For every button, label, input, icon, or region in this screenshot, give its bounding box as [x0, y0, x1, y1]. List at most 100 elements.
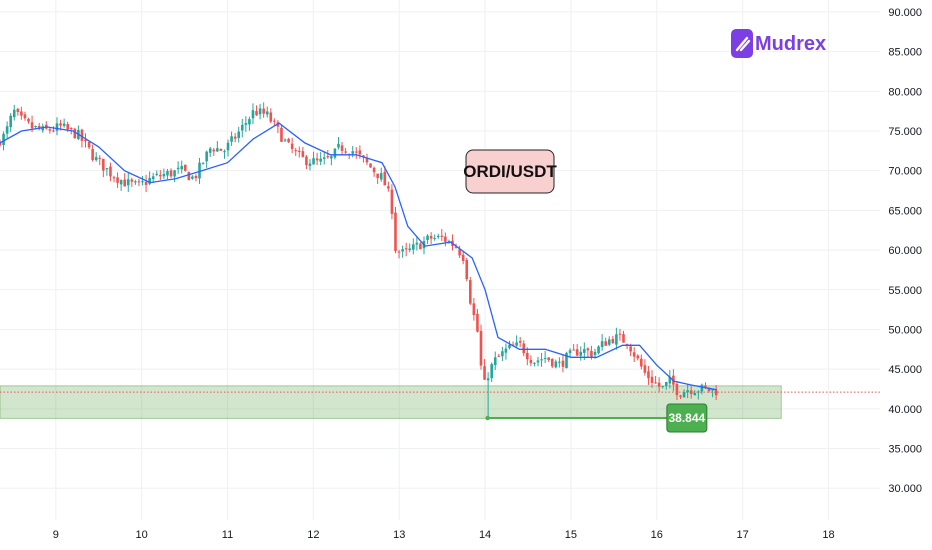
candle-body	[504, 348, 508, 353]
candle-body	[558, 361, 561, 363]
y-tick-label: 70.000	[888, 166, 922, 178]
low-marker[interactable]: 38.844	[485, 403, 708, 433]
y-tick-label: 50.000	[888, 324, 922, 336]
candle-body	[198, 162, 201, 179]
candle-body	[390, 189, 394, 214]
y-tick-label: 40.000	[888, 404, 922, 416]
candle-body	[543, 357, 547, 359]
x-axis: 9 10 11 12 13 14 15 16 17 18	[53, 529, 835, 541]
x-tick-label: 14	[479, 529, 491, 541]
candle-body	[515, 342, 518, 346]
candle-body	[632, 352, 636, 357]
candle-body	[130, 179, 134, 182]
candle-body	[693, 393, 697, 396]
candle-body	[657, 382, 661, 387]
y-tick-label: 30.000	[888, 483, 922, 495]
candle-body	[394, 212, 397, 251]
candle-body	[440, 235, 444, 237]
candle-body	[561, 360, 565, 367]
candle-body	[105, 168, 109, 170]
candle-body	[169, 170, 173, 177]
candle-body	[5, 126, 9, 134]
candle-body	[526, 352, 529, 360]
candle-body	[383, 171, 387, 186]
candle-body	[326, 156, 330, 158]
candle-body	[682, 392, 686, 398]
candle-body	[73, 128, 77, 139]
candle-body	[112, 177, 116, 179]
candle-body	[69, 128, 73, 130]
y-tick-label: 60.000	[888, 245, 922, 257]
candle-body	[244, 123, 248, 125]
candle-body	[707, 387, 711, 392]
candle-body	[376, 173, 379, 179]
candle-body	[365, 157, 369, 163]
candlestick-series[interactable]	[0, 102, 718, 419]
moving-average-line	[0, 122, 718, 391]
candle-body	[629, 346, 632, 352]
candle-body	[176, 167, 180, 170]
candle-body	[419, 243, 422, 250]
candle-body	[212, 149, 216, 152]
candle-body	[151, 176, 155, 180]
mudrex-logo: Mudrex	[731, 29, 826, 58]
candle-body	[679, 395, 682, 397]
candle-body	[572, 349, 575, 351]
candle-body	[80, 129, 84, 141]
candle-body	[533, 362, 536, 364]
candle-body	[141, 181, 144, 183]
candle-body	[547, 357, 550, 361]
candle-body	[37, 125, 41, 129]
candle-body	[493, 357, 497, 366]
candle-body	[465, 259, 469, 280]
x-tick-label: 9	[53, 529, 59, 541]
candle-body	[102, 158, 105, 171]
candle-body	[397, 251, 401, 253]
candle-body	[123, 179, 127, 187]
candle-body	[636, 355, 640, 359]
candle-body	[387, 186, 390, 189]
candle-body	[240, 124, 244, 131]
candle-body	[194, 175, 198, 179]
candle-body	[305, 156, 308, 166]
candle-body	[144, 181, 148, 185]
candle-body	[714, 390, 718, 396]
candle-body	[404, 248, 408, 250]
candle-body	[237, 131, 241, 139]
mudrex-logo-text: Mudrex	[755, 33, 826, 55]
candle-body	[297, 150, 301, 152]
title-box[interactable]: ORDI/USDT	[463, 149, 557, 194]
candle-body	[137, 181, 141, 183]
candle-body	[586, 348, 590, 351]
x-tick-label: 10	[136, 529, 148, 541]
candle-body	[23, 114, 27, 119]
candle-body	[315, 158, 319, 161]
candle-body	[379, 173, 383, 180]
candle-body	[711, 389, 714, 391]
candle-body	[55, 123, 59, 131]
candle-body	[622, 334, 625, 343]
low-marker-dot	[485, 415, 490, 421]
x-tick-label: 17	[737, 529, 749, 541]
candle-body	[550, 358, 554, 367]
support-zone-rectangle[interactable]	[0, 385, 782, 419]
candle-body	[333, 148, 337, 158]
candle-body	[372, 167, 376, 173]
x-tick-label: 13	[393, 529, 405, 541]
candle-body	[330, 156, 333, 159]
x-tick-label: 18	[822, 529, 834, 541]
candle-body	[675, 383, 679, 396]
chart-title: ORDI/USDT	[463, 162, 557, 181]
candle-body	[94, 157, 98, 161]
candle-body	[187, 172, 191, 181]
candle-body	[540, 359, 543, 361]
candle-body	[583, 349, 586, 353]
y-tick-label: 45.000	[888, 364, 922, 376]
candle-body	[0, 141, 2, 146]
candle-body	[269, 112, 273, 122]
candle-body	[597, 346, 600, 354]
candle-body	[354, 151, 358, 153]
candle-body	[640, 358, 643, 367]
y-axis: 30.000 35.000 40.000 45.000 50.000 55.000 60.0…	[888, 7, 922, 495]
